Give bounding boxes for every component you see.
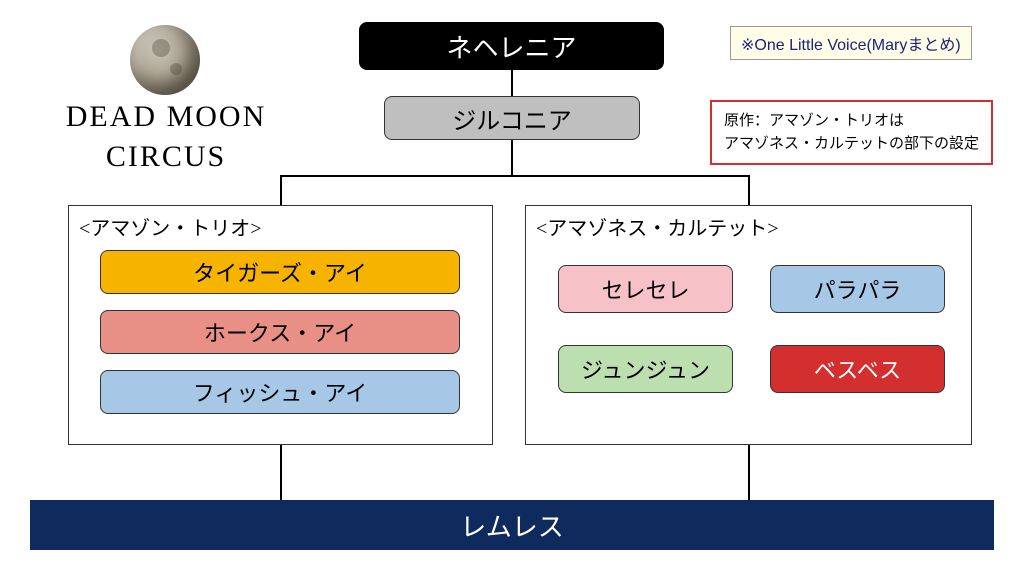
note-box: 原作：アマゾン・トリオは アマゾネス・カルテットの部下の設定 <box>710 100 993 165</box>
connector <box>748 445 750 500</box>
node-zirconia-label: ジルコニア <box>452 101 572 136</box>
node-vesves: ベスベス <box>770 345 945 393</box>
node-fish-eye: フィッシュ・アイ <box>100 370 460 414</box>
connector <box>511 70 513 96</box>
panel-amazoness-quartet-title: <アマゾネス・カルテット> <box>536 212 779 241</box>
node-fish-eye-label: フィッシュ・アイ <box>193 376 367 408</box>
connector <box>748 175 750 205</box>
node-hawks-eye-label: ホークス・アイ <box>204 316 356 348</box>
node-pallapalla: パラパラ <box>770 265 945 313</box>
connector <box>280 175 750 177</box>
node-cerecere-label: セレセレ <box>601 273 689 305</box>
note-line2: アマゾネス・カルテットの部下の設定 <box>724 133 979 156</box>
reference-link-text: ※One Little Voice(Maryまとめ) <box>741 37 961 54</box>
title-line2: CIRCUS <box>35 140 297 174</box>
note-line1: 原作：アマゾン・トリオは <box>724 110 979 133</box>
node-nehelenia: ネヘレニア <box>359 22 664 70</box>
node-lemures-label: レムレス <box>460 507 563 544</box>
panel-amazoness-quartet: <アマゾネス・カルテット> <box>525 205 972 445</box>
reference-link[interactable]: ※One Little Voice(Maryまとめ) <box>730 26 972 60</box>
node-tigers-eye-label: タイガーズ・アイ <box>193 256 367 288</box>
connector <box>280 175 282 205</box>
node-vesves-label: ベスベス <box>814 353 901 385</box>
node-zirconia: ジルコニア <box>384 96 640 140</box>
node-tigers-eye: タイガーズ・アイ <box>100 250 460 294</box>
node-cerecere: セレセレ <box>558 265 733 313</box>
page-title: DEAD MOON CIRCUS <box>35 100 297 174</box>
node-pallapalla-label: パラパラ <box>814 273 902 305</box>
node-lemures: レムレス <box>30 500 994 550</box>
moon-icon <box>130 25 200 95</box>
node-hawks-eye: ホークス・アイ <box>100 310 460 354</box>
connector <box>280 445 282 500</box>
node-nehelenia-label: ネヘレニア <box>446 28 576 65</box>
panel-amazon-trio-title: <アマゾン・トリオ> <box>79 212 262 241</box>
node-junjun: ジュンジュン <box>558 345 733 393</box>
node-junjun-label: ジュンジュン <box>581 353 710 385</box>
connector <box>511 140 513 175</box>
title-line1: DEAD MOON <box>35 100 297 134</box>
